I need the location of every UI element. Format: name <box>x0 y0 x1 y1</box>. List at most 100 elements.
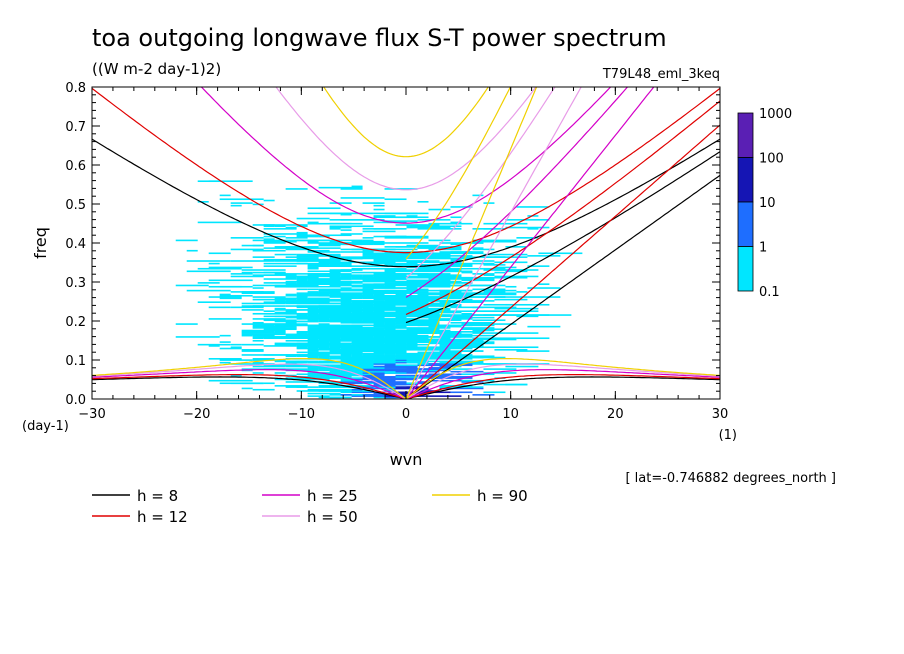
power-cell <box>230 363 275 365</box>
power-cell <box>351 257 385 260</box>
power-cell <box>373 248 385 251</box>
power-cell <box>329 226 352 229</box>
power-cell <box>395 274 407 276</box>
power-cell <box>384 328 396 331</box>
power-cell <box>329 283 341 285</box>
power-cell <box>483 372 517 374</box>
power-cell <box>384 273 429 275</box>
power-cell <box>351 285 363 288</box>
power-cell <box>340 270 352 273</box>
power-cell <box>450 300 462 302</box>
power-cell <box>230 346 242 349</box>
power-cell <box>384 381 407 383</box>
power-cell <box>296 373 330 376</box>
power-cell <box>340 287 352 289</box>
power-cell <box>494 269 539 271</box>
power-cell <box>461 376 473 378</box>
power-cell <box>417 275 451 278</box>
power-cell <box>252 284 297 287</box>
power-cell <box>230 343 242 346</box>
power-cell <box>329 302 341 305</box>
y-tick-label: 0.8 <box>65 81 86 96</box>
power-cell <box>351 242 385 244</box>
power-cell <box>340 275 363 278</box>
power-cell <box>450 248 462 251</box>
power-cell <box>274 307 286 310</box>
power-cell <box>384 392 429 395</box>
power-cell <box>406 266 451 269</box>
power-cell <box>263 242 286 244</box>
power-cell <box>450 386 484 388</box>
x-axis-unit: (1) <box>719 428 737 443</box>
power-cell <box>329 212 374 215</box>
power-cell <box>428 255 451 257</box>
power-cell <box>439 297 462 300</box>
power-cell <box>351 327 396 329</box>
power-cell <box>384 251 429 253</box>
power-cell <box>450 306 484 309</box>
power-cell <box>296 288 308 291</box>
power-cell <box>329 341 341 343</box>
power-cell <box>307 297 330 300</box>
power-cell <box>461 312 473 315</box>
power-cell <box>340 265 374 267</box>
power-cell <box>395 262 418 265</box>
power-cell <box>406 343 429 346</box>
power-cell <box>494 307 539 310</box>
power-cell <box>329 292 352 294</box>
power-cell <box>329 276 352 279</box>
power-cell <box>329 372 341 374</box>
power-cell <box>351 278 396 280</box>
power-cell <box>395 324 407 327</box>
power-cell <box>252 388 275 391</box>
power-cell <box>362 307 407 310</box>
power-cell <box>296 360 308 363</box>
power-cell <box>384 283 418 285</box>
power-cell <box>395 298 429 301</box>
power-cell <box>318 244 341 247</box>
power-cell <box>406 305 451 307</box>
dispersion-curve-line <box>92 374 720 399</box>
power-cell <box>395 351 407 354</box>
x-axis-label: wvn <box>390 450 423 469</box>
power-cell <box>373 305 396 307</box>
power-cell <box>395 343 418 346</box>
power-cell <box>340 314 352 316</box>
power-cell <box>406 291 418 293</box>
power-cell <box>307 318 319 320</box>
power-cell <box>450 355 495 358</box>
colorbar-swatch <box>737 246 754 292</box>
power-cell <box>439 267 484 270</box>
power-cell <box>417 274 462 276</box>
power-cell <box>472 338 484 341</box>
chart-subtitle: ((W m-2 day-1)2) <box>92 60 221 78</box>
power-cell <box>351 240 385 243</box>
power-cell <box>406 330 429 333</box>
power-cell <box>318 274 330 276</box>
power-cell <box>406 279 418 282</box>
power-cell <box>384 367 418 369</box>
power-cell <box>230 275 264 278</box>
power-cell <box>439 294 473 297</box>
power-cell <box>384 396 407 399</box>
power-cell <box>428 376 462 378</box>
power-cell <box>384 275 418 278</box>
power-cell <box>296 316 330 319</box>
power-cell <box>340 394 352 396</box>
power-cell <box>263 319 297 322</box>
power-cell <box>274 246 319 248</box>
power-cell <box>274 273 319 275</box>
power-cell <box>428 364 473 367</box>
power-cell <box>439 343 484 346</box>
power-cell <box>340 297 363 300</box>
y-tick-label: 0.7 <box>65 120 86 135</box>
power-cell <box>395 292 407 294</box>
power-cell <box>428 222 473 225</box>
dispersion-curve-line <box>275 87 537 191</box>
power-cell <box>219 361 231 364</box>
power-cell <box>340 288 374 291</box>
power-cell <box>241 333 286 336</box>
power-cell <box>318 186 363 189</box>
power-cell <box>450 318 473 320</box>
power-cell <box>384 271 396 274</box>
